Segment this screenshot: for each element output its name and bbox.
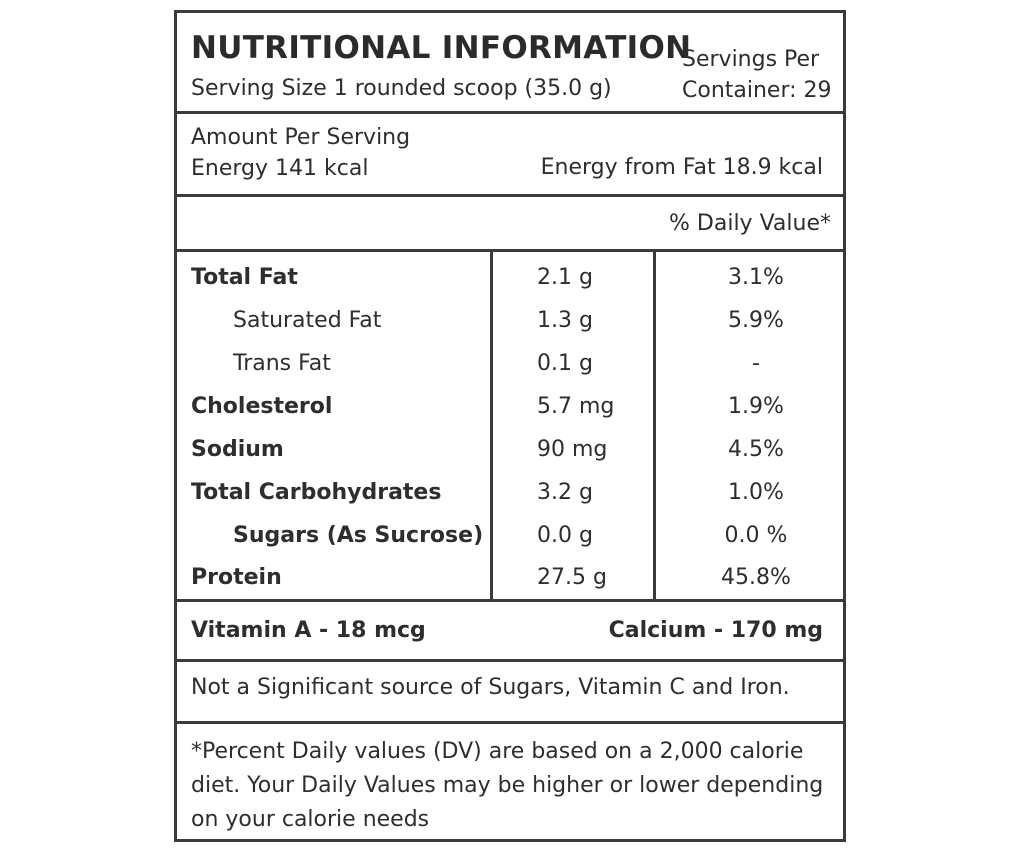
vitamin-a: Vitamin A - 18 mcg xyxy=(191,618,426,643)
nutrient-amount: 1.3 g xyxy=(537,308,593,333)
nutrient-name: Protein xyxy=(191,565,282,590)
nutrient-amount: 5.7 mg xyxy=(537,394,615,419)
nutrient-daily-value: 1.0% xyxy=(728,480,784,505)
nutrient-daily-value: 5.9% xyxy=(728,308,784,333)
servings-per-container-line2: Container: 29 xyxy=(682,78,832,103)
nutrient-name: Sodium xyxy=(191,437,284,462)
divider-vitamins xyxy=(177,659,843,662)
daily-value-header: % Daily Value* xyxy=(669,211,831,236)
divider-note xyxy=(177,721,843,724)
energy-value: Energy 141 kcal xyxy=(191,156,369,181)
nutrient-name: Total Carbohydrates xyxy=(191,480,442,505)
nutrient-name: Trans Fat xyxy=(233,351,331,376)
daily-value-footnote: *Percent Daily values (DV) are based on … xyxy=(191,739,824,832)
serving-size: Serving Size 1 rounded scoop (35.0 g) xyxy=(191,76,612,101)
nutrient-daily-value: 0.0 % xyxy=(724,523,788,548)
nutrient-amount: 0.1 g xyxy=(537,351,593,376)
not-significant-note: Not a Significant source of Sugars, Vita… xyxy=(191,675,790,700)
nutrient-daily-value: 3.1% xyxy=(728,265,784,290)
divider-header xyxy=(177,111,843,114)
nutrient-daily-value: - xyxy=(752,351,760,376)
nutrient-name: Cholesterol xyxy=(191,394,333,419)
amount-per-serving: Amount Per Serving xyxy=(191,125,411,150)
nutrient-daily-value: 1.9% xyxy=(728,394,784,419)
divider-dv-header xyxy=(177,249,843,252)
divider-energy xyxy=(177,194,843,197)
nutrient-amount: 3.2 g xyxy=(537,480,593,505)
nutrient-daily-value: 45.8% xyxy=(721,565,791,590)
servings-per-container-line1: Servings Per xyxy=(682,47,820,72)
nutrient-name: Total Fat xyxy=(191,265,298,290)
divider-table-bottom xyxy=(177,599,843,602)
column-divider-amount xyxy=(490,249,493,599)
nutrient-amount: 90 mg xyxy=(537,437,608,462)
nutrient-amount: 2.1 g xyxy=(537,265,593,290)
nutrient-name: Saturated Fat xyxy=(233,308,382,333)
nutrient-amount: 27.5 g xyxy=(537,565,607,590)
label-title: NUTRITIONAL INFORMATION xyxy=(191,30,692,66)
calcium: Calcium - 170 mg xyxy=(608,618,823,643)
column-divider-dv xyxy=(653,249,656,599)
energy-from-fat: Energy from Fat 18.9 kcal xyxy=(540,155,823,180)
nutrient-name: Sugars (As Sucrose) xyxy=(233,523,484,548)
nutrient-daily-value: 4.5% xyxy=(728,437,784,462)
nutrition-facts-label: NUTRITIONAL INFORMATION Serving Size 1 r… xyxy=(174,10,846,842)
nutrient-amount: 0.0 g xyxy=(537,523,593,548)
